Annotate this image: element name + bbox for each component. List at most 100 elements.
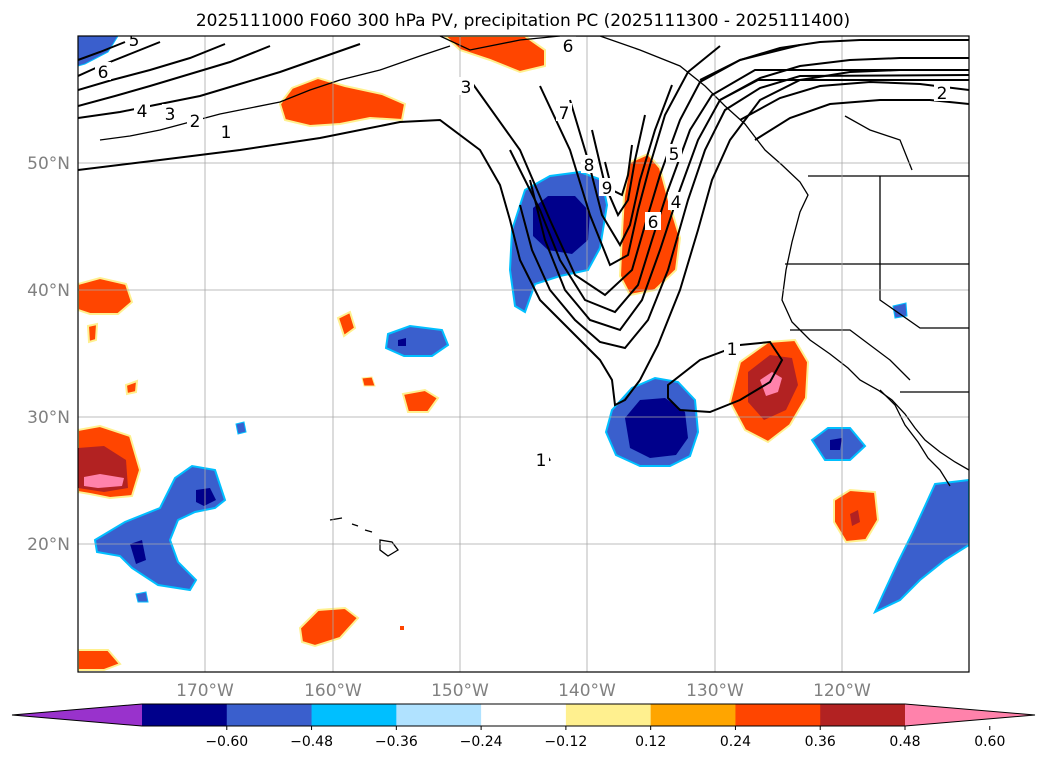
lat-label: 30°N: [27, 408, 70, 428]
coastline-alaska-peninsula: [239, 45, 451, 111]
colorbar-extend-high: [905, 704, 1035, 726]
shade-pos-tiny: [400, 626, 404, 630]
shade-pos-11n-edge: [78, 649, 122, 671]
map-background: [78, 36, 969, 672]
contour-label: 5: [129, 31, 140, 51]
contour-label: 2: [937, 84, 948, 104]
map-panel: 5 6 4 3 2 1 6 3 7 8 9: [77, 31, 970, 673]
shade-neg-36n: [384, 324, 450, 357]
shade-pos-41n-edge: [78, 276, 134, 315]
shade-pos-38n: [336, 310, 357, 338]
shade-neg-small5: [892, 302, 908, 319]
contour-label: 6: [563, 37, 574, 57]
lon-label: 120°W: [813, 681, 871, 701]
shade-neg-small3: [135, 591, 149, 603]
contour-label: 7: [559, 104, 570, 124]
shade-pos-small2: [124, 379, 139, 396]
shade-pos-topcenter: [443, 36, 546, 74]
lon-label: 140°W: [558, 681, 616, 701]
colorbar-segment: [311, 704, 397, 726]
colorbar-tick-label: −0.36: [375, 734, 418, 750]
border-alaska-canada: [844, 115, 913, 171]
contour-label: 4: [671, 193, 682, 213]
pv-contour-ne-3: [739, 80, 969, 121]
shade-pos-31n: [401, 388, 440, 413]
pv-contour-ne-1: [699, 39, 969, 81]
shade-neg-main-core: [533, 196, 590, 254]
pv-contour-2: [519, 74, 969, 350]
shade-neg-30n-core: [625, 398, 688, 458]
shade-neg-28n-core: [830, 438, 842, 450]
contour-label: 2: [190, 112, 201, 132]
contour-label: 1: [727, 340, 738, 360]
pv-contour-west-1: [78, 43, 361, 119]
lat-label: 20°N: [27, 535, 70, 555]
colorbar-extend-low: [12, 704, 142, 726]
pv-contour-4: [509, 69, 969, 314]
lat-label: 50°N: [27, 154, 70, 174]
contour-label: 3: [461, 78, 472, 98]
pv-contour-west-5: [78, 41, 126, 61]
lon-label: 130°W: [686, 681, 744, 701]
shade-neg-36n-core: [398, 338, 406, 346]
map-frame: [77, 35, 970, 673]
contour-label: 6: [98, 63, 109, 83]
colorbar-tick-label: −0.12: [544, 734, 587, 750]
coastline-aleutians: [99, 109, 241, 141]
shade-pos-13n: [298, 606, 360, 648]
coastlines: [99, 36, 969, 557]
shade-pos-small1: [86, 322, 99, 344]
lon-label: 150°W: [431, 681, 489, 701]
lat-label: 40°N: [27, 281, 70, 301]
colorbar-segment: [396, 704, 482, 726]
colorbar-segment: [481, 704, 567, 726]
colorbar-segment: [142, 704, 228, 726]
contour-label: 8: [584, 156, 595, 176]
colorbar-tick-label: −0.24: [460, 734, 503, 750]
shade-pos-33n-peak: [760, 372, 782, 396]
island-hawaii: [329, 517, 399, 557]
colorbar-tick-label: 0.24: [720, 734, 751, 750]
shade-neg-20n: [93, 464, 227, 592]
pv-contour-outer: [78, 69, 969, 407]
colorbar-tick-label: −0.60: [205, 734, 248, 750]
shade-neg-mexico: [872, 478, 969, 615]
coastline-baja: [879, 389, 951, 487]
precip-shading: [78, 36, 969, 671]
contour-label: 3: [165, 105, 176, 125]
shade-pos-26n-peak: [84, 474, 124, 488]
colorbar-outline: [11, 703, 1036, 727]
contour-label: 6: [648, 213, 659, 233]
colorbar: −0.60 −0.48 −0.36 −0.24 −0.12 0.12 0.24 0.36 0.4…: [11, 703, 1036, 750]
contour-labels: 5 6 4 3 2 1 6 3 7 8 9: [95, 31, 950, 471]
colorbar-segment: [820, 704, 906, 726]
chart-title: 2025111000 F060 300 hPa PV, precipitatio…: [196, 11, 850, 31]
pv-contour-ne-2: [719, 57, 969, 101]
pv-contour-west-4: [78, 41, 161, 77]
colorbar-tick-label: 0.12: [635, 734, 666, 750]
shade-neg-20n-core2: [130, 540, 146, 564]
contour-label: 9: [602, 179, 613, 199]
colorbar-tick-label: 0.60: [974, 734, 1005, 750]
lon-label: 160°W: [304, 681, 362, 701]
pv-contour-5: [469, 44, 801, 297]
contour-label: 1: [221, 123, 232, 143]
shade-neg-small4: [235, 421, 247, 435]
shade-pos-32n: [361, 376, 376, 387]
lon-tick-labels: 170°W 160°W 150°W 140°W 130°W 120°W: [176, 681, 871, 701]
lat-tick-labels: 50°N 40°N 30°N 20°N: [27, 154, 70, 555]
border-states-3: [879, 264, 969, 329]
pv-contour-west-3: [78, 43, 226, 91]
pv-contour-8: [591, 114, 646, 218]
contour-label: 5: [669, 145, 680, 165]
colorbar-segment: [226, 704, 313, 726]
colorbar-segment: [565, 704, 652, 726]
shade-neg-20n-core1: [196, 488, 216, 506]
colorbar-segment: [650, 704, 736, 726]
pv-contour-6: [539, 45, 721, 267]
contour-label: 4: [137, 102, 148, 122]
border-states-4: [790, 329, 911, 381]
pv-contours: [78, 39, 969, 414]
lon-label: 170°W: [176, 681, 234, 701]
